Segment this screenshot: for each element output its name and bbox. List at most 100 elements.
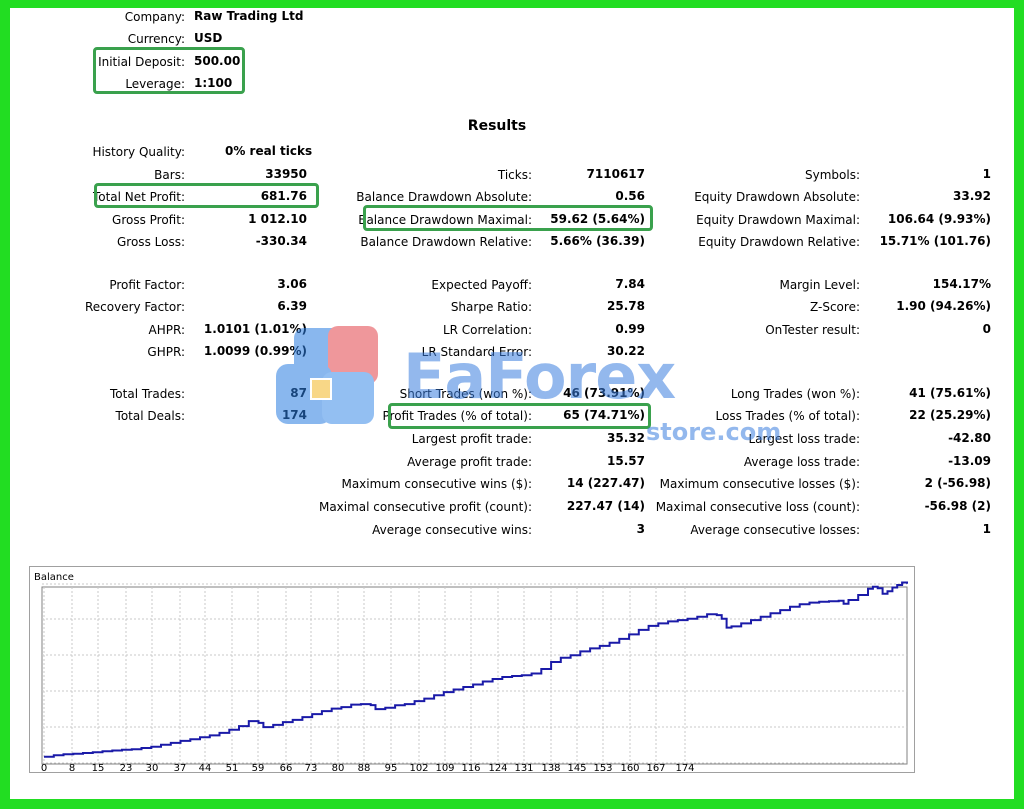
currency-label: Currency: (127, 32, 185, 46)
net-profit-highlight (94, 183, 319, 208)
x-tick-label: 116 (461, 763, 480, 774)
balance-chart-svg: 0 8 15 23 30 37 44 51 59 66 73 80 88 95 102 109 116 124 13… (34, 572, 908, 774)
col3-stat-label: Loss Trades (% of total): (715, 409, 861, 423)
col2-stat-label: Balance Drawdown Maximal: (358, 213, 532, 227)
balance-chart: 0 8 15 23 30 37 44 51 59 66 73 80 88 95 102 109 116 124 13… (29, 566, 915, 774)
col1-stat-value: 174 (281, 408, 307, 422)
col2-stat-value: 14 (227.47) (566, 476, 645, 490)
col2-stat-value: 65 (74.71%) (563, 408, 645, 422)
leverage-label: Leverage: (125, 77, 185, 91)
col2-stat-value: 0.56 (615, 189, 645, 203)
col3-stat-value: -56.98 (2) (924, 499, 991, 513)
watermark-logo (266, 320, 396, 443)
col3-stat-value: 154.17% (932, 277, 991, 291)
history-quality-value: 0% real ticks (225, 144, 313, 158)
deposit-leverage-highlight (93, 47, 245, 94)
col1-stat-label: Recovery Factor: (84, 300, 185, 314)
x-tick-label: 23 (120, 763, 133, 774)
col1-stat-value: 33950 (265, 167, 307, 181)
col2-stat-label: Profit Trades (% of total): (382, 409, 532, 423)
col1-stat-label: Total Net Profit: (92, 190, 185, 204)
report-frame: Company: Raw Trading Ltd Currency: USD I… (10, 8, 1014, 799)
col1-stat-value: -330.34 (255, 234, 307, 248)
x-tick-label: 124 (488, 763, 507, 774)
col2-stat-value: 227.47 (14) (566, 499, 645, 513)
col3-stat-label: OnTester result: (765, 323, 860, 337)
col3-stat-value: 2 (-56.98) (924, 476, 991, 490)
col3-stat-value: 22 (25.29%) (909, 408, 991, 422)
col3-stat-value: 1 (982, 522, 991, 536)
col3-stat-label: Long Trades (won %): (730, 387, 860, 401)
profit-trades-highlight (388, 403, 651, 429)
col1-stat-value: 1.0099 (0.99%) (203, 344, 307, 358)
col2-stat-value: 5.66% (36.39) (550, 234, 645, 248)
col2-stat-label: Balance Drawdown Relative: (360, 235, 532, 249)
col2-stat-label: Ticks: (497, 168, 532, 182)
col2-stat-value: 15.57 (607, 454, 645, 468)
col2-stat-label: Short Trades (won %): (399, 387, 532, 401)
x-tick-label: 153 (593, 763, 612, 774)
history-quality-label: History Quality: (92, 145, 185, 159)
col1-stat-label: Gross Loss: (117, 235, 185, 249)
x-tick-label: 138 (541, 763, 560, 774)
col2-stat-label: Expected Payoff: (431, 278, 532, 292)
col3-stat-value: 33.92 (953, 189, 991, 203)
balance-drawdown-highlight (363, 205, 653, 231)
x-tick-label: 15 (92, 763, 105, 774)
company-label: Company: (124, 10, 185, 24)
col2-stat-label: Maximal consecutive profit (count): (318, 500, 532, 514)
col3-stat-label: Equity Drawdown Relative: (698, 235, 860, 249)
col3-stat-label: Average loss trade: (743, 455, 860, 469)
col3-stat-label: Equity Drawdown Maximal: (696, 213, 860, 227)
col1-stat-label: Bars: (154, 168, 185, 182)
col2-stat-value: 7.84 (615, 277, 645, 291)
col3-stat-label: Symbols: (805, 168, 860, 182)
x-tick-label: 37 (174, 763, 187, 774)
col3-stat-label: Z-Score: (810, 300, 860, 314)
x-tick-label: 160 (620, 763, 639, 774)
initial-deposit-label: Initial Deposit: (98, 55, 185, 69)
col3-stat-value: 106.64 (9.93%) (887, 212, 991, 226)
col2-stat-label: Sharpe Ratio: (450, 300, 532, 314)
col2-stat-value: 46 (73.91%) (563, 386, 645, 400)
currency-value: USD (194, 31, 223, 45)
x-tick-label: 95 (385, 763, 398, 774)
col3-stat-value: 0 (982, 322, 991, 336)
x-tick-label: 30 (146, 763, 159, 774)
col1-stat-value: 6.39 (277, 299, 307, 313)
x-tick-label: 102 (409, 763, 428, 774)
x-tick-label: 73 (305, 763, 318, 774)
col3-stat-label: Equity Drawdown Absolute: (694, 190, 860, 204)
col2-stat-label: Maximum consecutive wins ($): (341, 477, 532, 491)
x-tick-label: 59 (252, 763, 265, 774)
x-tick-label: 51 (226, 763, 239, 774)
col3-stat-value: 1 (982, 167, 991, 181)
col1-stat-value: 3.06 (277, 277, 307, 291)
col1-stat-value: 1 012.10 (248, 212, 307, 226)
col2-stat-label: LR Standard Error: (421, 345, 532, 359)
col1-stat-label: Gross Profit: (112, 213, 185, 227)
col3-stat-value: 41 (75.61%) (909, 386, 991, 400)
col2-stat-label: Average profit trade: (407, 455, 532, 469)
x-tick-label: 109 (435, 763, 454, 774)
col2-stat-value: 0.99 (615, 322, 645, 336)
col2-stat-label: Balance Drawdown Absolute: (356, 190, 532, 204)
x-tick-label: 174 (675, 763, 694, 774)
col3-stat-label: Maximum consecutive losses ($): (659, 477, 860, 491)
x-tick-label: 66 (280, 763, 293, 774)
chart-title: Balance (34, 572, 74, 583)
col1-stat-label: GHPR: (147, 345, 185, 359)
col2-stat-value: 25.78 (607, 299, 645, 313)
col3-stat-label: Largest loss trade: (748, 432, 860, 446)
x-tick-label: 8 (69, 763, 75, 774)
col2-stat-value: 3 (636, 522, 645, 536)
initial-deposit-value: 500.00 (194, 54, 241, 68)
col3-stat-label: Average consecutive losses: (690, 523, 860, 537)
leverage-value: 1:100 (194, 76, 233, 90)
col2-stat-value: 30.22 (607, 344, 645, 358)
col1-stat-value: 1.0101 (1.01%) (203, 322, 307, 336)
company-value: Raw Trading Ltd (194, 9, 304, 23)
x-tick-label: 0 (41, 763, 47, 774)
col1-stat-value: 87 (290, 386, 307, 400)
col1-stat-label: AHPR: (148, 323, 185, 337)
